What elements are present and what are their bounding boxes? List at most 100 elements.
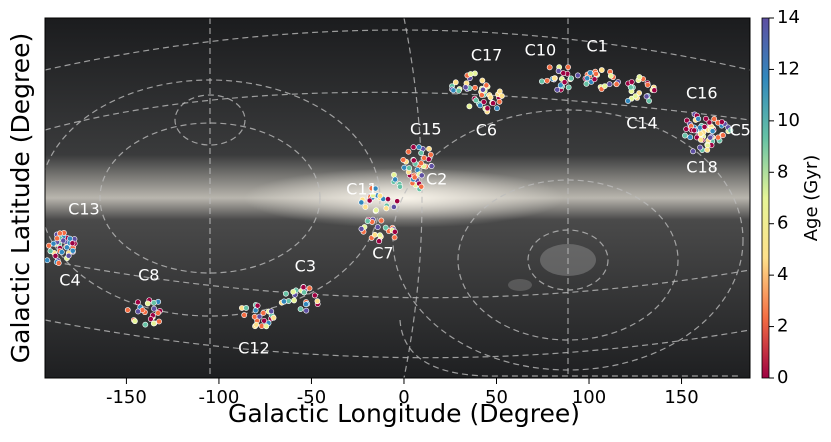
star-dot [38, 244, 43, 249]
star-dot [551, 75, 558, 82]
star-dot [400, 157, 407, 163]
star-dot [695, 115, 702, 122]
star-dot [546, 64, 553, 71]
star-dot [418, 183, 425, 190]
star-dot [383, 205, 390, 212]
cluster-label: C4 [59, 271, 80, 290]
x-tick-label: 50 [485, 387, 508, 408]
star-dot [392, 228, 398, 235]
star-dot [483, 82, 490, 89]
colorbar-tick-label: 6 [777, 213, 788, 234]
cluster [124, 297, 163, 328]
colorbar-label: Age (Gyr) [801, 155, 822, 242]
star-dot [358, 199, 365, 206]
star-dot [132, 318, 138, 325]
star-dot [560, 70, 567, 77]
star-dot [366, 197, 373, 204]
star-dot [477, 102, 484, 109]
cluster-label: C8 [138, 266, 159, 285]
star-dot [691, 127, 698, 134]
sky-background [45, 18, 750, 378]
cluster-label: C15 [410, 120, 442, 139]
star-dot [410, 144, 417, 151]
star-dot [496, 98, 503, 105]
star-dot [135, 299, 141, 306]
star-dot [627, 84, 634, 91]
star-dot [682, 132, 688, 139]
star-dot [557, 82, 564, 89]
star-dot [37, 245, 42, 250]
colorbar-tick-label: 12 [777, 58, 800, 79]
x-tick-label: 100 [572, 387, 606, 408]
star-dot [69, 247, 76, 254]
cluster [38, 235, 78, 266]
star-dot [243, 305, 250, 311]
star-dot [697, 136, 704, 143]
cluster [400, 144, 435, 172]
star-dot [261, 317, 268, 324]
star-dot [462, 84, 469, 91]
star-dot [538, 78, 545, 85]
star-dot [707, 134, 714, 141]
star-dot [291, 297, 297, 304]
cluster-label: C1 [586, 37, 607, 56]
cluster-label: C3 [295, 257, 316, 276]
star-dot [591, 76, 598, 83]
star-dot [281, 298, 287, 305]
star-dot [418, 160, 424, 167]
cluster [582, 67, 621, 92]
star-dot [561, 79, 568, 86]
star-dot [47, 248, 54, 255]
star-dot [466, 103, 473, 110]
star-dot [377, 232, 383, 239]
star-dot [479, 77, 486, 84]
cluster [358, 216, 398, 245]
star-dot [644, 81, 651, 88]
star-dot [683, 126, 690, 132]
star-dot [410, 157, 417, 164]
star-dot [391, 204, 397, 210]
cluster-label: C11 [346, 180, 378, 199]
star-dot [391, 234, 398, 241]
cluster-label: C13 [68, 200, 100, 219]
cluster-label: C6 [476, 121, 497, 140]
star-dot [487, 94, 494, 101]
star-dot [135, 308, 141, 315]
star-dot [144, 300, 151, 307]
cluster-label: C7 [372, 244, 393, 263]
star-dot [715, 134, 722, 141]
star-dot [253, 321, 260, 328]
star-dot [480, 99, 487, 105]
cluster-label: C17 [471, 46, 503, 65]
star-dot [254, 302, 261, 309]
star-dot [636, 74, 643, 80]
colorbar-tick-label: 8 [777, 161, 788, 182]
star-dot [297, 306, 304, 313]
cluster [358, 185, 401, 214]
star-dot [270, 314, 277, 321]
star-dot [65, 252, 72, 259]
star-dot [314, 298, 321, 305]
star-dot [426, 145, 432, 152]
star-dot [376, 238, 382, 245]
star-dot [38, 253, 43, 258]
star-dot [155, 310, 161, 316]
star-dot [362, 204, 369, 210]
star-dot [290, 288, 297, 295]
star-dot [574, 72, 581, 79]
star-dot [720, 132, 726, 139]
star-dot [405, 148, 412, 155]
star-dot [373, 207, 380, 214]
star-dot [498, 93, 505, 99]
cluster [390, 165, 425, 192]
cluster-label: C12 [238, 339, 270, 358]
star-dot [636, 90, 643, 96]
star-dot [256, 313, 263, 320]
star-dot [150, 299, 157, 306]
star-dot [480, 86, 486, 93]
star-dot [555, 68, 562, 74]
cluster [625, 74, 658, 104]
cluster-label: C16 [686, 84, 718, 103]
star-dot [697, 130, 704, 137]
